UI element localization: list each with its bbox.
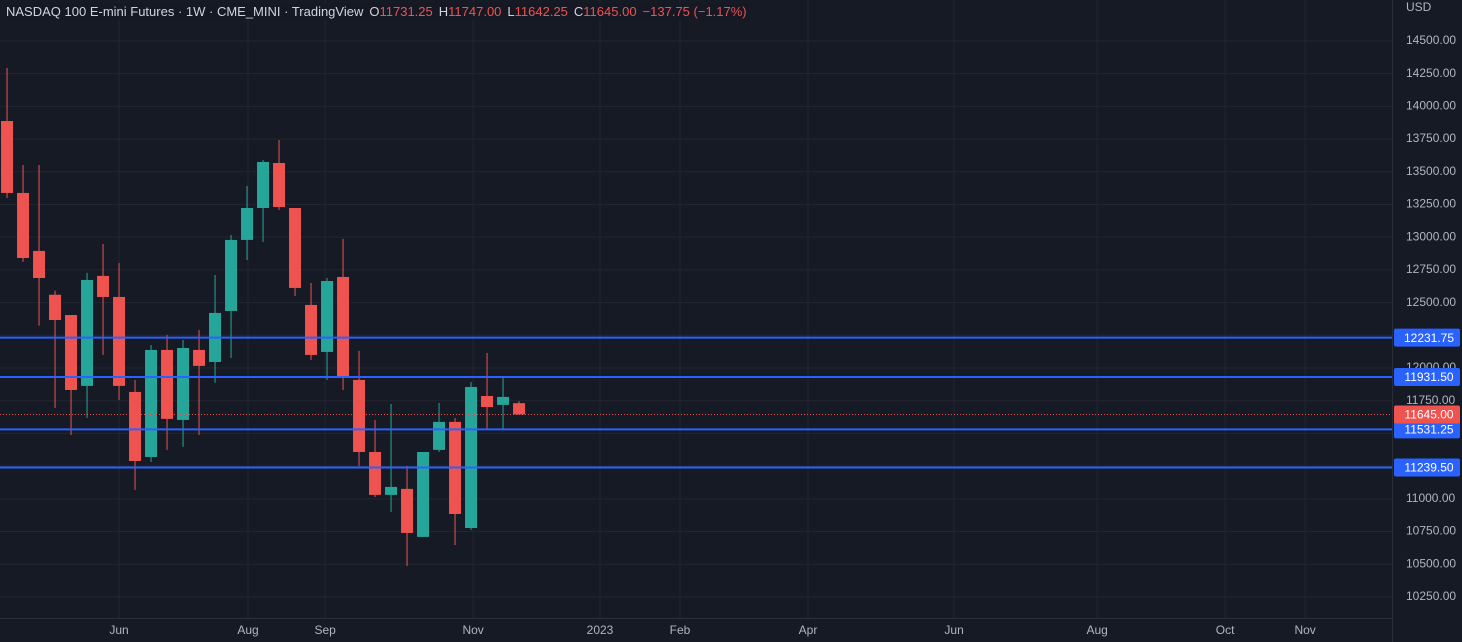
candle-body	[401, 488, 414, 533]
candle-body	[241, 208, 254, 240]
candle-body	[385, 486, 398, 495]
candle-body	[65, 315, 78, 390]
candle-body	[225, 239, 238, 311]
y-tick-label: 14000.00	[1406, 99, 1456, 113]
h-key: H	[438, 4, 449, 19]
candle-body	[193, 349, 206, 366]
candle-body	[289, 208, 302, 288]
candle-body	[465, 386, 478, 528]
x-tick-label: Nov	[462, 623, 483, 637]
h-value: 11747.00	[448, 4, 502, 19]
candle-body	[161, 349, 174, 419]
y-tick-label: 13250.00	[1406, 197, 1456, 211]
candle-body	[257, 161, 270, 209]
x-tick-label: Apr	[799, 623, 818, 637]
level-label-bg	[1394, 328, 1460, 347]
level-label: 12231.75	[1404, 331, 1454, 345]
c-key: C	[573, 4, 584, 19]
candle-body	[417, 451, 430, 537]
level-label: 11239.50	[1404, 461, 1453, 475]
y-tick-label: 10750.00	[1406, 524, 1456, 538]
y-tick-label: 13750.00	[1406, 131, 1456, 145]
candle-body	[481, 395, 494, 407]
y-tick-label: 12750.00	[1406, 262, 1456, 276]
level-label-bg	[1394, 458, 1460, 477]
o-value: 11731.25	[379, 4, 433, 19]
x-tick-label: Jun	[944, 623, 963, 637]
title: NASDAQ 100 E-mini Futures · 1W · CME_MIN…	[6, 4, 364, 19]
candle-body	[321, 281, 334, 352]
x-tick-label: Nov	[1294, 623, 1315, 637]
level-label-bg	[1394, 367, 1460, 386]
currency: USD	[1406, 0, 1432, 14]
candle-body	[337, 276, 350, 378]
x-tick-label: Oct	[1216, 623, 1235, 637]
candle-body	[129, 391, 142, 462]
candle-body	[273, 163, 286, 207]
x-tick-label: Aug	[1086, 623, 1107, 637]
level-label-bg	[1394, 420, 1460, 439]
candle-body	[513, 403, 526, 415]
candle-body	[433, 421, 446, 450]
axis-panel	[1392, 0, 1462, 642]
y-tick-label: 14250.00	[1406, 66, 1456, 80]
candle-body	[49, 294, 62, 320]
c-value: 11645.00	[583, 4, 637, 19]
y-tick-label: 13000.00	[1406, 229, 1456, 243]
level-label: 11531.25	[1404, 422, 1453, 436]
candle-body	[177, 347, 190, 420]
x-tick-label: Aug	[237, 623, 258, 637]
y-tick-label: 11000.00	[1406, 491, 1455, 505]
y-tick-label: 12500.00	[1406, 295, 1456, 309]
x-tick-label: 2023	[587, 623, 614, 637]
x-tick-label: Feb	[670, 623, 691, 637]
level-label: 11931.50	[1404, 370, 1453, 384]
x-tick-label: Jun	[109, 623, 128, 637]
candle-body	[1, 121, 14, 193]
header: NASDAQ 100 E-mini Futures · 1W · CME_MIN…	[4, 3, 749, 20]
candle-body	[353, 379, 366, 452]
last-price-bg	[1394, 405, 1460, 424]
candle-body	[97, 275, 110, 297]
candle-body	[81, 279, 94, 386]
candle-body	[497, 396, 510, 405]
candle-body	[145, 349, 158, 457]
candle-body	[113, 296, 126, 386]
x-tick-label: Sep	[314, 623, 336, 637]
candle-body	[33, 250, 46, 278]
y-tick-label: 11750.00	[1406, 393, 1455, 407]
candle-body	[305, 304, 318, 355]
change: −137.75 (−1.17%)	[642, 4, 747, 19]
y-tick-label: 10250.00	[1406, 589, 1456, 603]
last-price-label: 11645.00	[1404, 408, 1453, 422]
l-value: 11642.25	[514, 4, 568, 19]
l-key: L	[507, 4, 515, 19]
candle-body	[17, 192, 30, 258]
y-tick-label: 13500.00	[1406, 164, 1456, 178]
y-tick-label: 10500.00	[1406, 556, 1456, 570]
candle-body	[369, 451, 382, 495]
y-tick-label: 14500.00	[1406, 33, 1456, 47]
o-key: O	[369, 4, 380, 19]
